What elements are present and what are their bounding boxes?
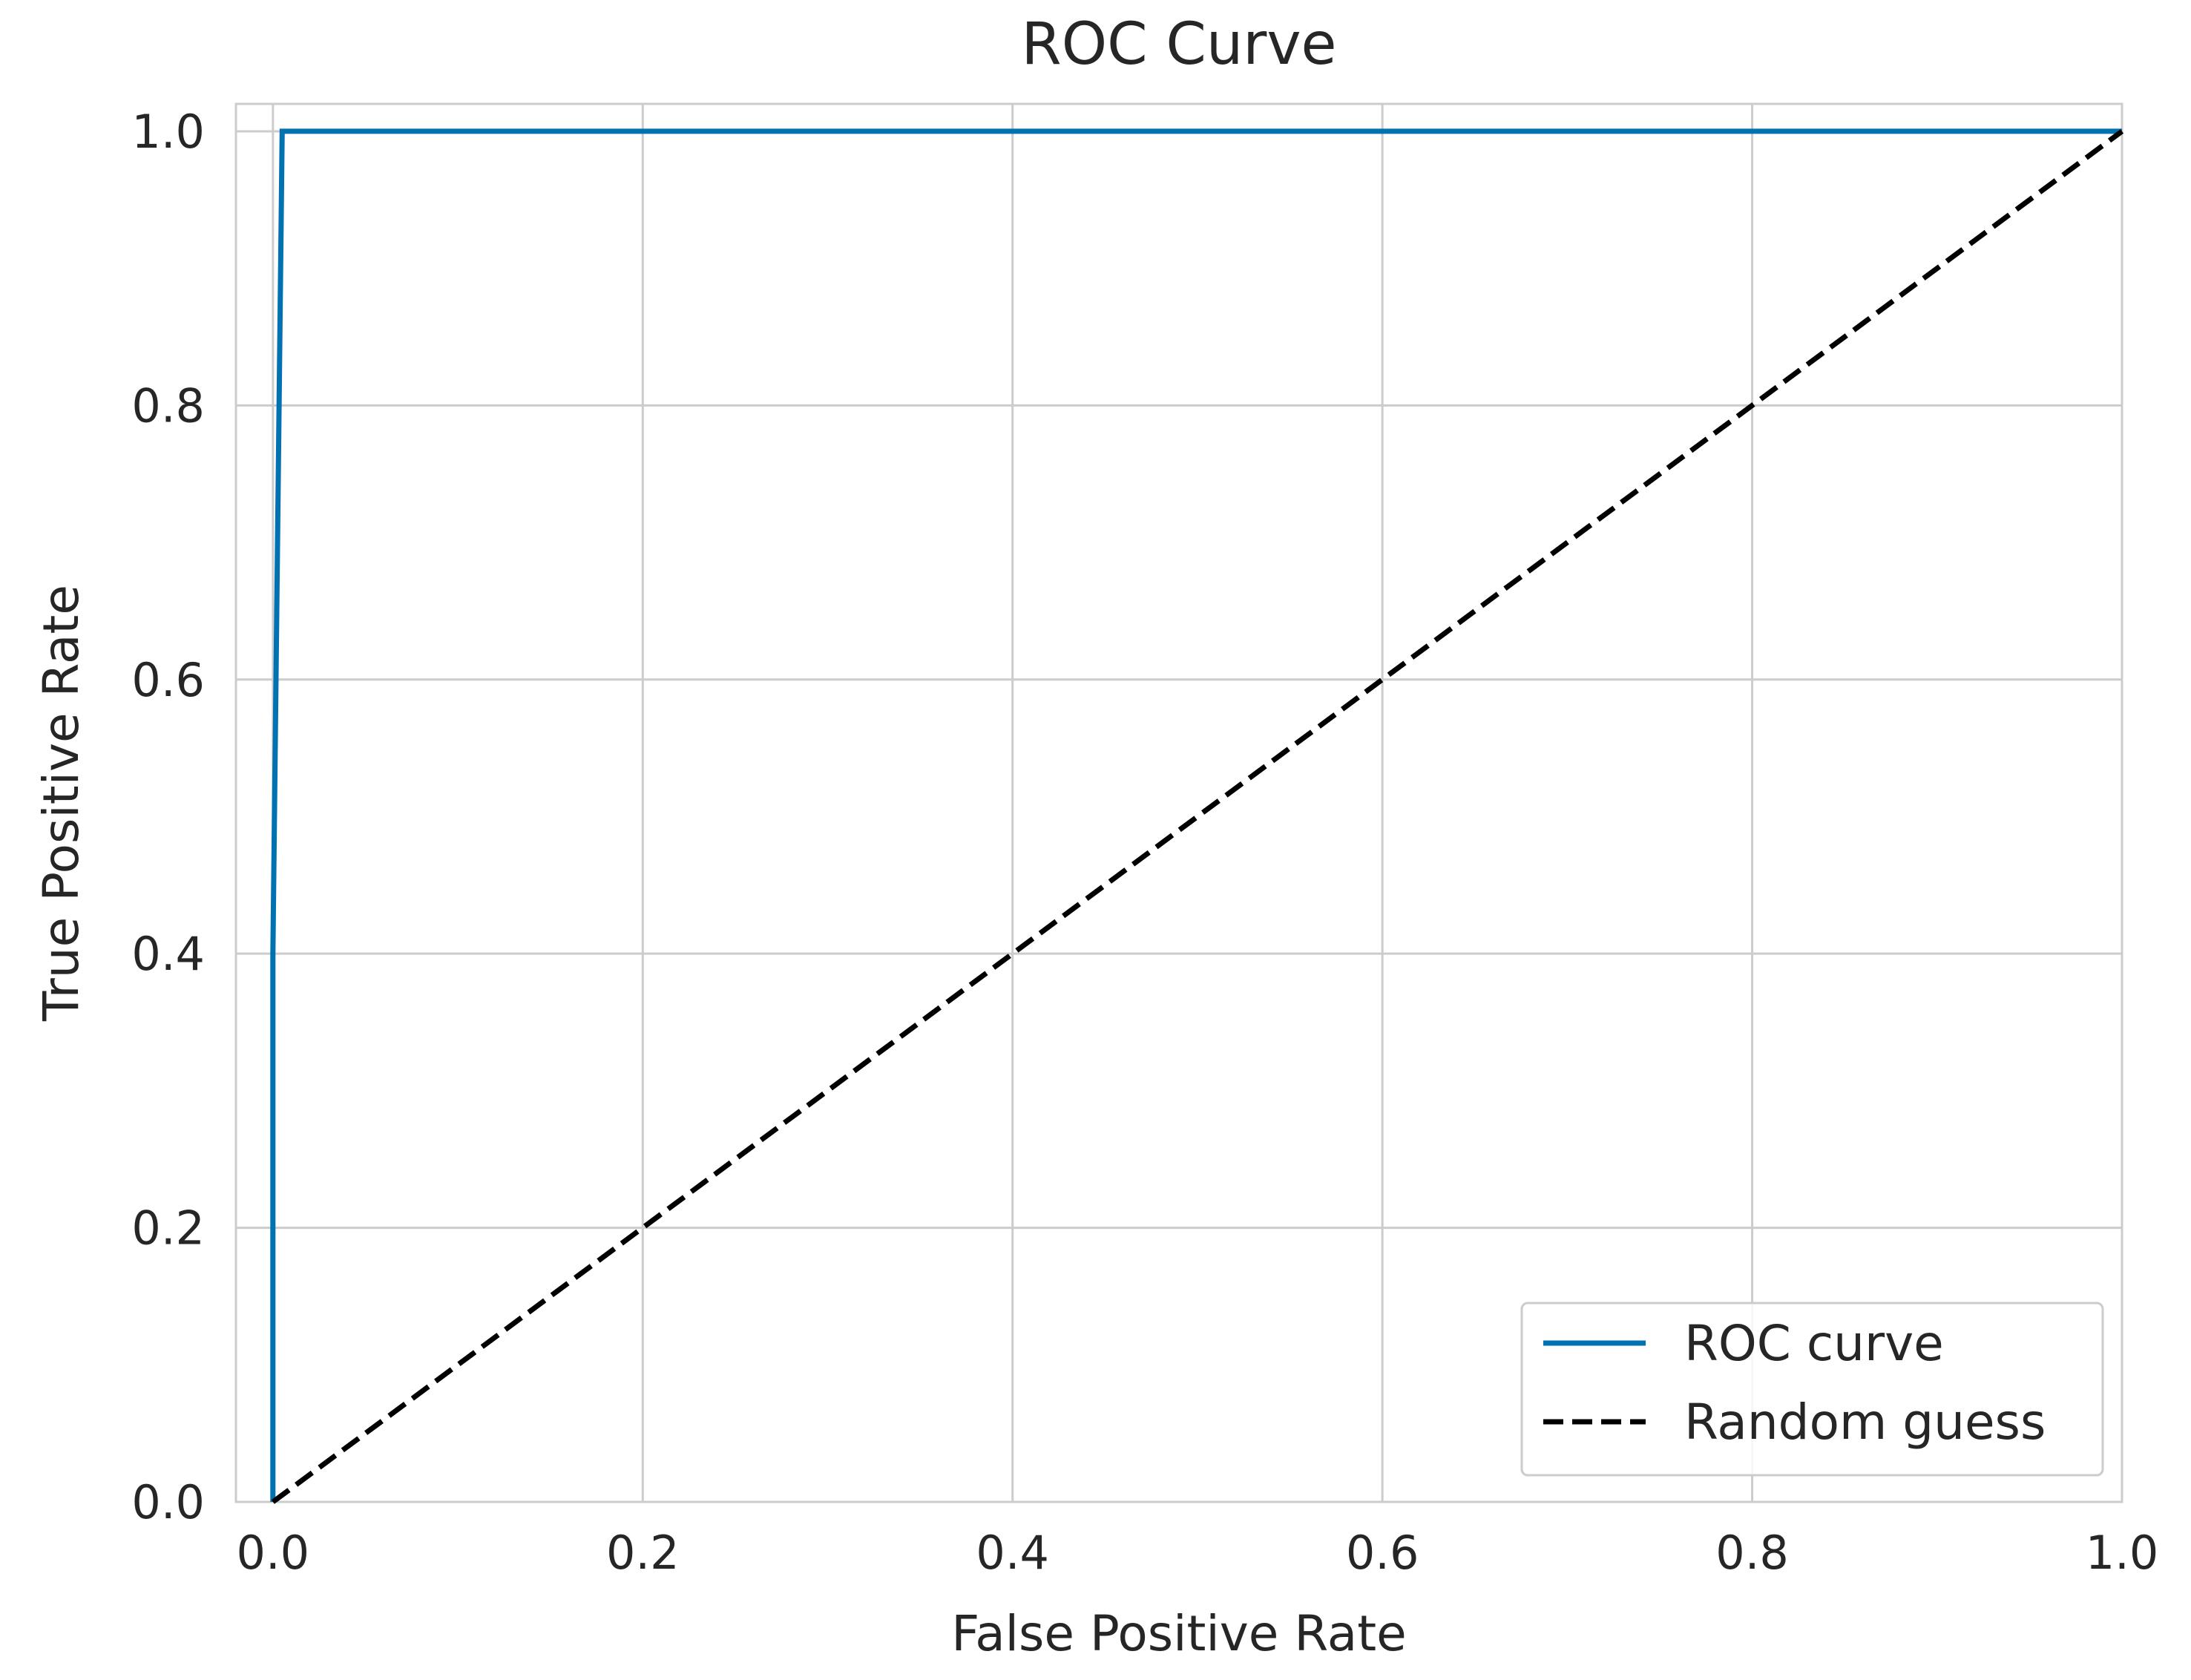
x-tick-label: 0.6 [1346,1526,1419,1580]
y-tick-label: 0.2 [131,1201,205,1256]
chart-title: ROC Curve [1022,11,1337,78]
legend-label-roc-curve: ROC curve [1684,1315,1944,1372]
x-tick-label: 1.0 [2086,1526,2159,1580]
x-axis-label: False Positive Rate [951,1605,1406,1662]
y-axis-label: True Positive Rate [33,585,90,1022]
y-tick-label: 0.8 [131,378,205,433]
grid [236,104,2123,1503]
y-tick-label: 0.6 [131,653,205,707]
y-tick-label: 1.0 [131,105,205,159]
random-guess-line [271,129,2124,1504]
plot-frame [234,102,2123,1503]
legend-frame [1520,1302,2104,1477]
legend: ROC curve Random guess [1520,1302,2104,1477]
x-tick-label: 0.0 [237,1526,310,1580]
x-tick-label: 0.8 [1715,1526,1789,1580]
x-tick-label: 0.2 [606,1526,680,1580]
y-tick-label: 0.0 [131,1475,205,1529]
legend-label-random-guess: Random guess [1684,1394,2046,1451]
series-layer [270,128,2124,1504]
tick-labels: 0.0 0.2 0.4 0.6 0.8 1.0 0.0 0.2 0.4 0.6 0.8 1.0 [131,105,2158,1580]
x-tick-label: 0.4 [976,1526,1049,1580]
roc-curve-line [270,128,2122,1502]
y-tick-label: 0.4 [131,927,205,981]
